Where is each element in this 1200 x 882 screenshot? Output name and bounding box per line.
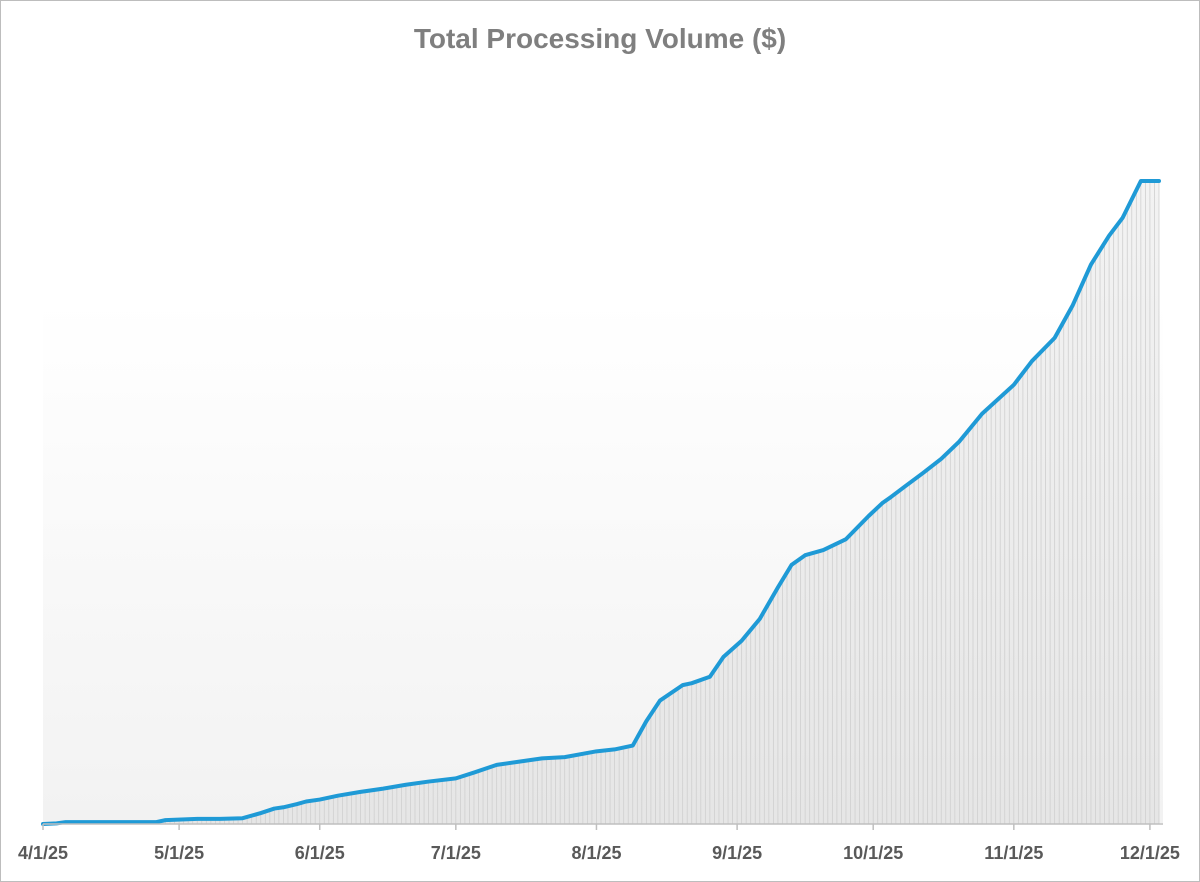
x-axis <box>42 823 1163 830</box>
x-tick-label: 8/1/25 <box>571 843 621 863</box>
x-tick-label: 10/1/25 <box>843 843 903 863</box>
x-tick-label: 12/1/25 <box>1120 843 1180 863</box>
x-tick-labels: 4/1/25 5/1/25 6/1/25 7/1/25 8/1/25 9/1/25 10/1… <box>18 843 1180 863</box>
x-tick-label: 5/1/25 <box>154 843 204 863</box>
x-tick-label: 11/1/25 <box>984 843 1043 863</box>
area-fill <box>43 181 1159 824</box>
chart-title: Total Processing Volume ($) <box>413 23 787 54</box>
x-tick-label: 4/1/25 <box>18 843 68 863</box>
x-tick-label: 9/1/25 <box>712 843 762 863</box>
line-layer <box>41 179 1161 826</box>
x-tick-label: 6/1/25 <box>295 843 345 863</box>
series-line <box>41 179 1161 826</box>
x-tick-label: 7/1/25 <box>431 843 481 863</box>
area-layer <box>43 181 1160 824</box>
